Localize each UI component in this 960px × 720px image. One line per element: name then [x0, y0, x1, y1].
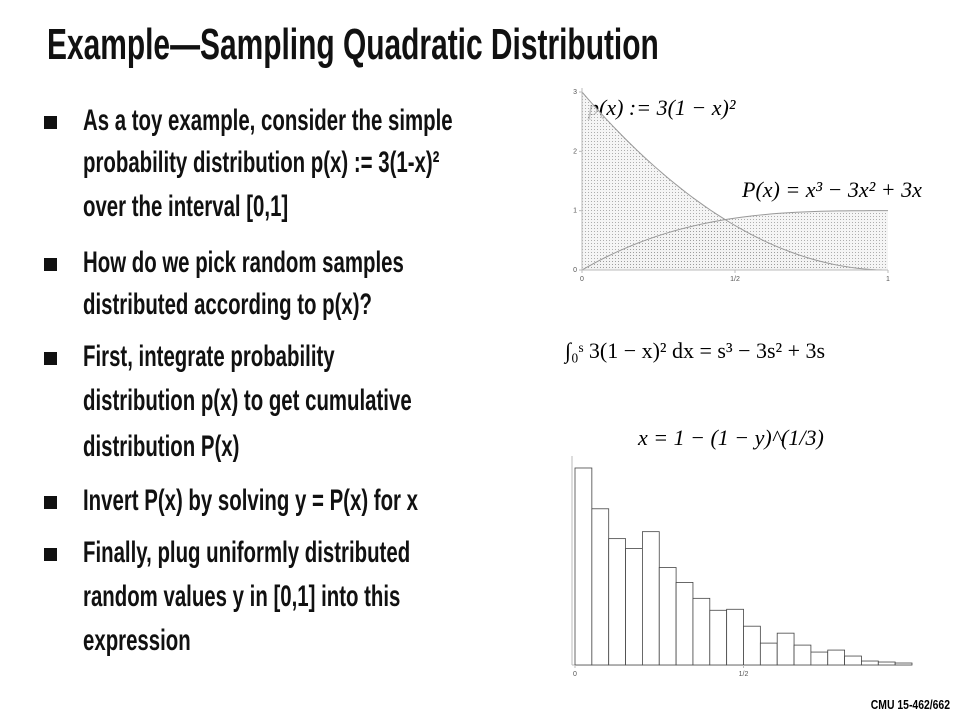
- histogram-bar: [861, 660, 879, 666]
- histogram-bar: [844, 655, 862, 666]
- histogram-bar: [776, 632, 795, 666]
- integral-equation: ∫₀ˢ 3(1 − x)² dx = s³ − 3s² + 3s: [563, 338, 825, 364]
- bullet-text: First, integrate probability: [83, 340, 335, 373]
- y-tick-label: 2: [573, 148, 577, 155]
- bullet-text: Invert P(x) by solving y = P(x) for x: [83, 484, 418, 517]
- histogram-bar: [827, 649, 846, 666]
- slide-title: Example—Sampling Quadratic Distribution: [47, 20, 659, 69]
- bullet-text: expression: [83, 624, 191, 657]
- bullet-text: distribution p(x) to get cumulative: [83, 384, 412, 417]
- histogram-bar: [642, 531, 660, 666]
- histogram-bar: [894, 662, 913, 666]
- histogram-bar: [810, 651, 829, 666]
- bullet-marker: [44, 352, 57, 365]
- y-tick-label: 1: [573, 208, 577, 215]
- bullet-marker: [44, 258, 57, 271]
- histogram-bar: [709, 609, 728, 666]
- histogram-bar: [726, 608, 744, 666]
- x-tick-label: 0: [573, 671, 577, 678]
- y-tick-label: 3: [573, 89, 577, 96]
- cdf-label: P(x) = x³ − 3x² + 3x: [741, 177, 922, 202]
- bullet-marker: [44, 116, 57, 129]
- x-tick-label: 1: [886, 276, 890, 283]
- histogram-bar: [658, 567, 677, 666]
- bullet-text: distributed according to p(x)?: [83, 288, 372, 321]
- bullet-text: over the interval [0,1]: [83, 190, 289, 223]
- pdf-label: p(x) := 3(1 − x)²: [586, 95, 736, 120]
- histogram-bar: [793, 644, 812, 666]
- histogram-bar: [759, 642, 778, 666]
- bullet-marker: [44, 496, 57, 509]
- histogram-bar: [692, 597, 711, 666]
- histogram-bar: [675, 582, 694, 666]
- bullet-text: Finally, plug uniformly distributed: [83, 536, 411, 569]
- y-tick-label: 0: [573, 267, 577, 274]
- histogram-bar: [877, 661, 896, 666]
- cdf-curve: [581, 210, 888, 271]
- bullet-text: As a toy example, consider the simple: [83, 104, 453, 137]
- histogram-bar: [574, 467, 593, 666]
- x-tick-label: 1/2: [730, 276, 740, 283]
- pdf-curve: [581, 91, 889, 271]
- histogram-bar: [625, 548, 643, 666]
- cdf-area: [582, 210, 888, 270]
- bullet-text: distribution P(x): [83, 430, 240, 463]
- inverse-equation: x = 1 − (1 − y)^(1/3): [637, 425, 824, 450]
- footer: CMU 15-462/662: [870, 697, 950, 712]
- histogram-bar: [591, 508, 610, 666]
- bullet-text: random values y in [0,1] into this: [83, 580, 401, 613]
- pdf-area: [582, 92, 888, 270]
- histogram-bar: [608, 538, 626, 666]
- x-tick-label: 1/2: [739, 671, 749, 678]
- x-tick-label: 0: [580, 276, 584, 283]
- histogram-bar: [743, 625, 761, 666]
- bullet-text: probability distribution p(x) := 3(1-x)²: [83, 146, 440, 179]
- bullet-text: How do we pick random samples: [83, 246, 404, 279]
- bullet-marker: [44, 548, 57, 561]
